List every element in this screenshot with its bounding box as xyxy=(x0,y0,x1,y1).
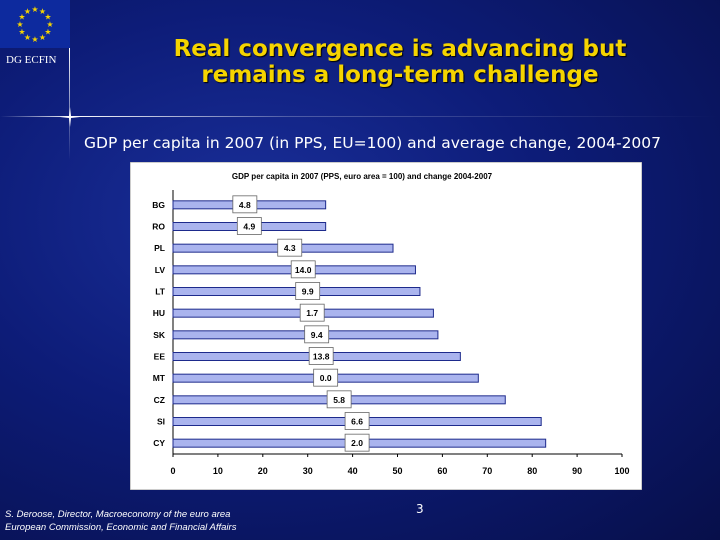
change-label-box xyxy=(344,412,370,430)
flag-star-icon: ★ xyxy=(39,7,46,16)
change-label-box xyxy=(313,368,339,387)
change-label-box xyxy=(299,303,325,322)
category-label: HU xyxy=(153,308,165,318)
flag-star-icon: ★ xyxy=(24,7,31,16)
x-tick-label: 40 xyxy=(348,466,358,476)
gdp-chart: GDP per capita in 2007 (PPS, euro area =… xyxy=(129,161,643,491)
change-label: 9.9 xyxy=(302,287,314,297)
change-label: 4.3 xyxy=(284,243,296,253)
change-label-box xyxy=(295,282,321,300)
flag-star-icon: ★ xyxy=(31,5,38,14)
change-label: 5.8 xyxy=(333,395,345,405)
x-tick-label: 50 xyxy=(392,466,402,476)
flag-star-icon: ★ xyxy=(31,35,38,44)
flag-star-icon: ★ xyxy=(16,20,23,29)
change-label-box xyxy=(232,195,258,214)
x-tick-label: 0 xyxy=(170,466,175,476)
change-label: 14.0 xyxy=(295,265,312,275)
change-label-box xyxy=(304,325,330,344)
change-label-box xyxy=(344,433,370,452)
flag-star-icon: ★ xyxy=(44,28,51,37)
change-label-box xyxy=(308,347,334,365)
category-label: SI xyxy=(157,417,165,427)
change-label-box xyxy=(236,217,262,235)
flare-icon xyxy=(60,107,80,127)
flag-star-icon: ★ xyxy=(24,33,31,42)
x-tick-label: 70 xyxy=(482,466,492,476)
category-label: LV xyxy=(155,265,166,275)
change-label: 9.4 xyxy=(311,330,323,340)
flag-star-icon: ★ xyxy=(18,13,25,22)
decorative-horizontal-line xyxy=(0,116,720,117)
category-label: RO xyxy=(152,222,165,232)
x-tick-label: 80 xyxy=(527,466,537,476)
eu-flag-logo: ★ ★ ★ ★ ★ ★ ★ ★ ★ ★ ★ ★ xyxy=(0,0,70,48)
decorative-vertical-line xyxy=(69,48,70,160)
change-label-box xyxy=(290,260,316,279)
change-label: 2.0 xyxy=(351,438,363,448)
flag-star-icon: ★ xyxy=(39,33,46,42)
change-label-box xyxy=(326,390,352,409)
category-label: CY xyxy=(153,438,165,448)
category-label: BG xyxy=(152,200,165,210)
change-label: 6.6 xyxy=(351,417,363,427)
category-label: LT xyxy=(155,287,166,297)
slide-title: Real convergence is advancing but remain… xyxy=(173,36,627,88)
category-label: PL xyxy=(154,243,165,253)
flag-star-icon: ★ xyxy=(44,13,51,22)
slide-subtitle: GDP per capita in 2007 (in PPS, EU=100) … xyxy=(84,134,662,152)
category-label: CZ xyxy=(154,395,165,405)
x-tick-label: 30 xyxy=(303,466,313,476)
category-label: SK xyxy=(153,330,166,340)
category-label: EE xyxy=(154,352,166,362)
change-label: 0.0 xyxy=(320,373,332,383)
page-number: 3 xyxy=(416,502,424,516)
x-tick-label: 100 xyxy=(614,466,629,476)
gdp-chart-svg: GDP per capita in 2007 (PPS, euro area =… xyxy=(129,161,643,491)
flag-star-icon: ★ xyxy=(18,28,25,37)
flag-background xyxy=(0,0,70,48)
category-label: MT xyxy=(153,373,166,383)
x-tick-label: 90 xyxy=(572,466,582,476)
flag-star-icon: ★ xyxy=(46,20,53,29)
change-label-box xyxy=(277,238,303,257)
change-label: 4.9 xyxy=(243,222,255,232)
change-label: 13.8 xyxy=(313,352,330,362)
footer-author: S. Deroose, Director, Macroeconomy of th… xyxy=(5,509,231,520)
footer-organization: European Commission, Economic and Financ… xyxy=(5,522,237,533)
footer: S. Deroose, Director, Macroeconomy of th… xyxy=(5,508,236,534)
org-label: DG ECFIN xyxy=(6,54,57,66)
change-label: 1.7 xyxy=(306,308,318,318)
x-tick-label: 10 xyxy=(213,466,223,476)
x-tick-label: 20 xyxy=(258,466,268,476)
x-tick-label: 60 xyxy=(437,466,447,476)
chart-title: GDP per capita in 2007 (PPS, euro area =… xyxy=(232,172,493,181)
chart-background xyxy=(130,162,642,490)
change-label: 4.8 xyxy=(239,200,251,210)
